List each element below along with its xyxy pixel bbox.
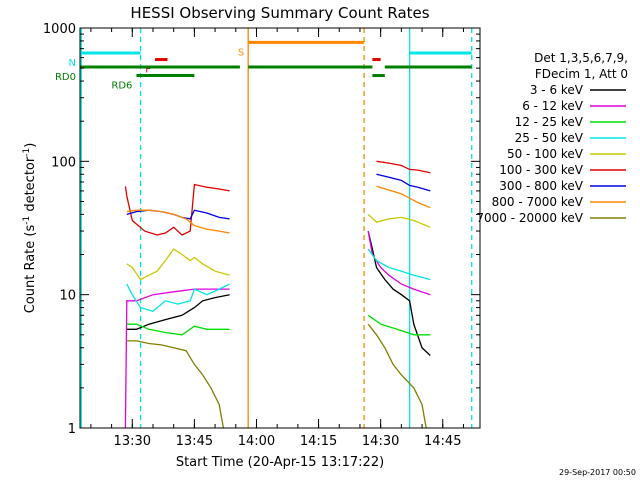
legend-header-line-1: Det 1,3,5,6,7,9, xyxy=(534,51,628,65)
x-tick-label: 13:30 xyxy=(114,434,151,449)
series-line-1-0 xyxy=(124,288,230,429)
series-line-7-0 xyxy=(126,209,230,234)
legend-entry-label: 7000 - 20000 keV xyxy=(476,211,583,225)
y-tick-label: 1000 xyxy=(43,22,76,37)
series-line-8-0 xyxy=(126,340,225,429)
axis-ticks: 1 10 100 1000 13:30 13:45 14:00 14:15 14:30 14:45 xyxy=(43,22,480,449)
legend-header-line-2: FDecim 1, Att 0 xyxy=(535,67,628,81)
legend-entry-label: 800 - 7000 keV xyxy=(492,195,584,209)
plot-layer: N F RD0 RD6 S xyxy=(55,28,473,429)
y-tick-label: 1 xyxy=(68,422,76,437)
legend-entry-label: 25 - 50 keV xyxy=(515,131,584,145)
legend-entry-label: 12 - 25 keV xyxy=(515,115,584,129)
x-tick-label: 13:45 xyxy=(176,434,213,449)
legend-entry-label: 300 - 800 keV xyxy=(499,179,583,193)
series-line-4-1 xyxy=(367,213,431,228)
series-line-2-0 xyxy=(126,323,230,336)
x-tick-label: 14:15 xyxy=(300,434,337,449)
series-line-3-0 xyxy=(126,283,230,313)
legend-entry-label: 6 - 12 keV xyxy=(522,99,584,113)
y-tick-label: 100 xyxy=(51,155,76,170)
series-line-4-0 xyxy=(126,248,230,281)
series-line-1-1 xyxy=(367,230,431,296)
series-line-2-1 xyxy=(367,314,431,336)
series-line-6-0 xyxy=(126,209,230,220)
y-axis-label: Count Rate (s-1 detector-1) xyxy=(22,143,38,314)
x-tick-label: 14:00 xyxy=(238,434,275,449)
series-line-0-0 xyxy=(126,294,230,330)
series-line-7-1 xyxy=(376,185,431,209)
y-tick-label: 10 xyxy=(59,289,76,304)
x-tick-label: 14:45 xyxy=(424,434,461,449)
x-tick-label: 14:30 xyxy=(362,434,399,449)
state-label-rd0: RD0 xyxy=(55,72,76,83)
state-label-rd6: RD6 xyxy=(111,81,132,92)
series-line-5-0 xyxy=(124,183,230,236)
state-label-s: S xyxy=(238,47,244,58)
legend-entry-label: 3 - 6 keV xyxy=(530,83,584,97)
legend: Det 1,3,5,6,7,9, FDecim 1, Att 0 3 - 6 k… xyxy=(476,51,628,225)
plot-frame xyxy=(79,27,481,429)
legend-entry-label: 50 - 100 keV xyxy=(507,147,584,161)
state-label-f: F xyxy=(145,65,151,76)
state-label-n: N xyxy=(69,58,76,69)
series-line-8-1 xyxy=(367,323,427,429)
series-line-3-1 xyxy=(367,248,431,281)
chart-title: HESSI Observing Summary Count Rates xyxy=(130,4,429,22)
legend-entry-label: 100 - 300 keV xyxy=(499,163,583,177)
series-line-6-1 xyxy=(376,173,431,192)
x-axis-label: Start Time (20-Apr-15 13:17:22) xyxy=(176,455,384,470)
series-line-5-1 xyxy=(376,160,431,174)
footer-timestamp: 29-Sep-2017 00:50 xyxy=(559,468,636,477)
